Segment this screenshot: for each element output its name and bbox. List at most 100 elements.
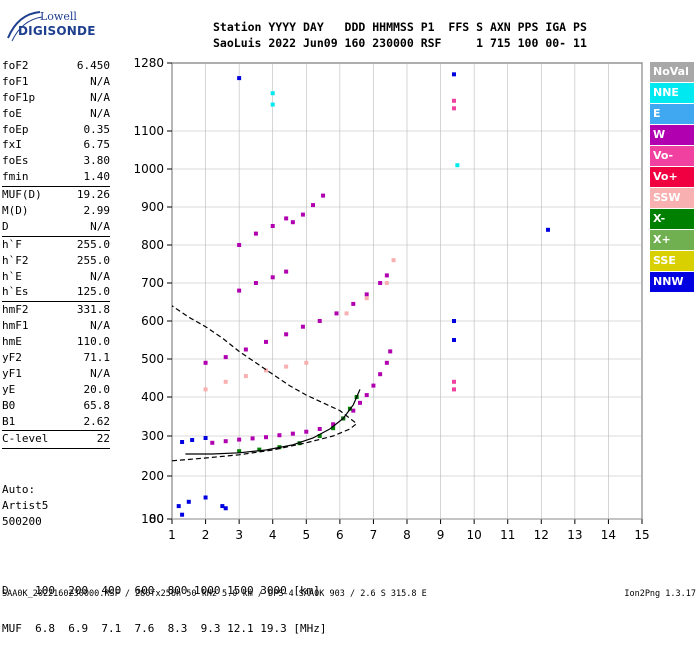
param-value: N/A — [90, 106, 110, 120]
series-point-x- — [341, 416, 346, 421]
param-name: C-level — [2, 432, 49, 446]
auto-version: 500200 — [2, 515, 42, 528]
series-point-w — [237, 437, 242, 442]
series-point-w — [317, 319, 322, 323]
series-point-w — [321, 193, 326, 198]
legend-item: Vo- — [650, 146, 694, 166]
param-value: 3.80 — [83, 154, 111, 168]
param-value: 22 — [96, 432, 110, 446]
series-point-nnw — [203, 436, 208, 440]
series-point-nnw — [180, 440, 185, 444]
logo-digisonde-text: DIGISONDE — [18, 24, 96, 38]
param-value: 255.0 — [76, 237, 110, 251]
param-name: hmF2 — [2, 303, 29, 317]
param-row: B0 65.8 — [2, 398, 110, 414]
param-name: fxI — [2, 138, 22, 152]
param-value: 20.0 — [83, 382, 111, 396]
param-value: N/A — [90, 74, 110, 88]
series-point-nnw — [223, 506, 228, 511]
series-point-nne — [455, 163, 460, 168]
param-row: B1 2.62 — [2, 414, 110, 430]
param-row: fxI 6.75 — [2, 137, 110, 153]
param-row: C-level 22 — [2, 431, 110, 447]
series-point-w — [371, 383, 376, 388]
param-value: 331.8 — [76, 303, 110, 317]
y-tick-label: 700 — [141, 276, 164, 290]
series-point-vo- — [452, 106, 456, 111]
x-tick-label: 7 — [370, 528, 378, 542]
series-point-w — [384, 273, 389, 278]
param-row: M(D) 2.99 — [2, 203, 110, 219]
legend-item: NoVal — [650, 62, 694, 82]
param-name: h`F — [2, 237, 22, 251]
y-tick-label: 100 — [141, 512, 164, 526]
param-separator — [2, 235, 110, 237]
series-point-w — [341, 416, 346, 421]
series-trace-line — [185, 389, 361, 455]
y-tick-label: 400 — [141, 390, 164, 404]
series-point-nnw — [180, 512, 185, 517]
param-separator — [2, 186, 110, 188]
auto-program: Artist5 — [2, 499, 49, 512]
param-name: yF2 — [2, 351, 22, 365]
series-point-nnw — [220, 504, 225, 509]
series-point-w — [284, 332, 289, 337]
legend-item: E — [650, 104, 694, 124]
series-point-nnw — [203, 495, 208, 500]
series-point-w — [300, 324, 305, 329]
distance-muf-table: D 100 200 400 600 800 1000 1500 3000 [km… — [2, 560, 327, 648]
param-row: foEs 3.80 — [2, 153, 110, 169]
series-point-nnw — [452, 338, 456, 342]
param-row: foE N/A — [2, 106, 110, 122]
series-point-ssw — [203, 387, 208, 392]
param-separator — [2, 448, 110, 450]
param-value: 65.8 — [83, 398, 111, 412]
x-tick-label: 4 — [269, 528, 277, 542]
series-point-w — [270, 275, 275, 280]
param-value: 2.62 — [83, 414, 111, 428]
param-name: hmF1 — [2, 319, 29, 333]
param-name: h`Es — [2, 285, 29, 299]
logo-swoosh-icon — [7, 11, 43, 42]
footer-version: Ion2Png 1.3.17 — [624, 589, 696, 599]
param-row: h`F 255.0 — [2, 237, 110, 253]
param-row: foF2 6.450 — [2, 58, 110, 74]
param-name: MUF(D) — [2, 188, 42, 202]
series-point-nnw — [190, 438, 195, 442]
series-point-w — [223, 439, 228, 444]
autoscaling-info: Auto: Artist5 500200 — [2, 482, 48, 530]
series-point-ssw — [384, 281, 389, 285]
series-point-w — [290, 431, 295, 436]
series-point-x- — [297, 441, 302, 446]
series-point-x- — [257, 447, 262, 452]
series-point-w — [331, 422, 336, 427]
series-point-w — [284, 216, 289, 221]
series-point-vo- — [452, 98, 456, 103]
header-values: SaoLuis 2022 Jun09 160 230000 RSF 1 715 … — [213, 36, 587, 50]
series-point-x- — [347, 406, 352, 411]
series-point-w — [388, 349, 393, 354]
y-tick-label: 900 — [141, 200, 164, 214]
logo-lowell-text: Lowell — [40, 10, 77, 23]
series-point-ssw — [364, 296, 369, 301]
x-tick-label: 13 — [567, 528, 582, 542]
distance-row: D 100 200 400 600 800 1000 1500 3000 [km… — [2, 584, 320, 597]
series-point-x- — [317, 434, 322, 438]
param-value: 125.0 — [76, 285, 110, 299]
param-value: 6.75 — [83, 138, 111, 152]
x-tick-label: 1 — [168, 528, 176, 542]
param-row: hmF2 331.8 — [2, 302, 110, 318]
param-name: D — [2, 219, 9, 233]
param-row: MUF(D) 19.26 — [2, 187, 110, 203]
series-point-nnw — [452, 72, 456, 77]
series-point-w — [358, 400, 362, 405]
series-point-nnw — [176, 504, 181, 509]
y-tick-label: 800 — [141, 238, 164, 252]
series-profile-line — [171, 305, 358, 462]
param-value: 110.0 — [76, 335, 110, 349]
param-value: 2.99 — [83, 204, 111, 218]
x-tick-label: 3 — [235, 528, 243, 542]
series-point-w — [203, 360, 208, 365]
series-point-w — [264, 435, 268, 440]
series-point-x- — [237, 449, 242, 454]
